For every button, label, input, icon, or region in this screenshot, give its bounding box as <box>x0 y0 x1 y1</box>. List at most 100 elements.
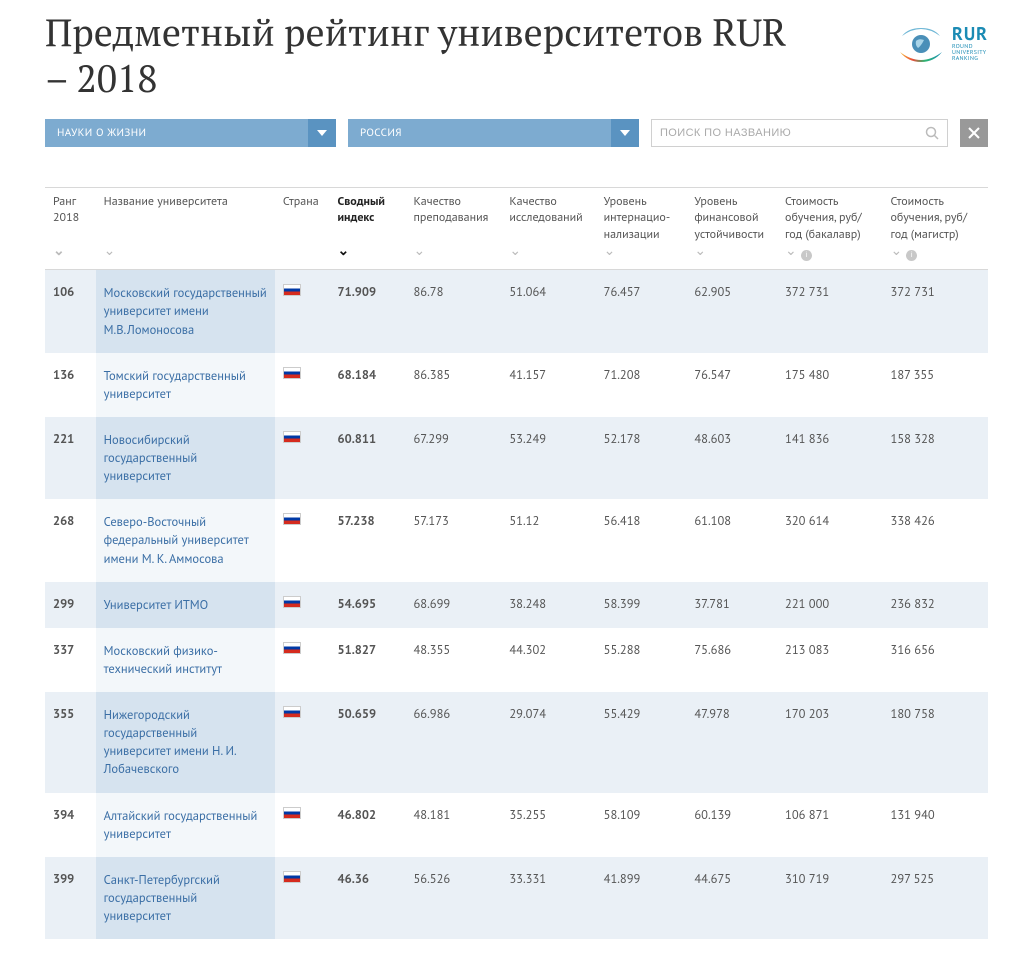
cell-teach: 56.526 <box>405 857 501 939</box>
university-link[interactable]: Московский государственный университет и… <box>104 285 267 337</box>
cell-research: 53.249 <box>501 417 595 499</box>
cell-intl: 58.109 <box>596 793 687 857</box>
country-dropdown[interactable]: РОССИЯ <box>348 119 639 147</box>
cell-price_m: 316 656 <box>883 628 989 692</box>
cell-price_b: 175 480 <box>777 353 882 417</box>
cell-name: Московский государственный университет и… <box>96 270 275 353</box>
university-link[interactable]: Северо-Восточный федеральный университет… <box>104 514 249 566</box>
sort-cell-name[interactable] <box>96 247 275 270</box>
cell-research: 51.064 <box>501 270 595 353</box>
university-link[interactable]: Университет ИТМО <box>104 597 209 613</box>
chevron-down-icon <box>308 119 336 147</box>
cell-country <box>275 628 330 692</box>
cell-country <box>275 270 330 353</box>
info-icon[interactable]: i <box>906 250 917 261</box>
cell-name: Северо-Восточный федеральный университет… <box>96 499 275 581</box>
search-input[interactable] <box>660 127 925 139</box>
cell-intl: 52.178 <box>596 417 687 499</box>
cell-rank: 394 <box>45 793 96 857</box>
cell-country <box>275 499 330 581</box>
cell-finance: 37.781 <box>686 582 777 628</box>
table-row: 299Университет ИТМО54.69568.69938.24858.… <box>45 582 988 628</box>
flag-ru-icon <box>283 513 301 525</box>
sort-cell-price_m[interactable]: i <box>883 247 989 270</box>
col-header-finance[interactable]: Уровень финансовой устойчивости <box>686 188 777 247</box>
sort-cell-intl[interactable] <box>596 247 687 270</box>
col-header-price_b[interactable]: Стоимость обучения, руб/год (бакалавр) <box>777 188 882 247</box>
search-icon <box>925 126 939 140</box>
col-header-rank[interactable]: Ранг 2018 <box>45 188 96 247</box>
table-row: 268Северо-Восточный федеральный универси… <box>45 499 988 581</box>
cell-name: Новосибирский государственный университе… <box>96 417 275 499</box>
cell-finance: 76.547 <box>686 353 777 417</box>
sort-cell-finance[interactable] <box>686 247 777 270</box>
cell-price_m: 180 758 <box>883 692 989 793</box>
col-header-price_m[interactable]: Стоимость обучения, руб/год (магистр) <box>883 188 989 247</box>
cell-price_b: 372 731 <box>777 270 882 353</box>
col-header-research[interactable]: Качество исследований <box>501 188 595 247</box>
flag-ru-icon <box>283 367 301 379</box>
table-row: 399Санкт-Петербургский государственный у… <box>45 857 988 939</box>
university-link[interactable]: Московский физико-технический институт <box>104 643 222 677</box>
cell-rank: 106 <box>45 270 96 353</box>
flag-ru-icon <box>283 596 301 608</box>
sort-cell-price_b[interactable]: i <box>777 247 882 270</box>
cell-index: 57.238 <box>330 499 406 581</box>
cell-intl: 58.399 <box>596 582 687 628</box>
cell-teach: 86.385 <box>405 353 501 417</box>
cell-teach: 86.78 <box>405 270 501 353</box>
cell-finance: 44.675 <box>686 857 777 939</box>
cell-intl: 76.457 <box>596 270 687 353</box>
close-button[interactable] <box>960 119 988 147</box>
col-header-index[interactable]: Сводный индекс <box>330 188 406 247</box>
cell-index: 51.827 <box>330 628 406 692</box>
subject-dropdown[interactable]: НАУКИ О ЖИЗНИ <box>45 119 336 147</box>
university-link[interactable]: Новосибирский государственный университе… <box>104 432 198 484</box>
flag-ru-icon <box>283 284 301 296</box>
cell-index: 68.184 <box>330 353 406 417</box>
sort-cell-research[interactable] <box>501 247 595 270</box>
cell-country <box>275 417 330 499</box>
col-header-name[interactable]: Название университета <box>96 188 275 247</box>
university-link[interactable]: Томский государственный университет <box>104 368 246 402</box>
cell-price_b: 221 000 <box>777 582 882 628</box>
search-box[interactable] <box>651 119 948 147</box>
col-header-intl[interactable]: Уровень интернацио-нализации <box>596 188 687 247</box>
chevron-down-icon <box>53 247 65 260</box>
flag-ru-icon <box>283 871 301 883</box>
logo-sub: ROUND UNIVERSITY RANKING <box>952 43 988 61</box>
table-header-row: Ранг 2018Название университетаСтранаСвод… <box>45 188 988 247</box>
flag-ru-icon <box>283 807 301 819</box>
cell-price_b: 320 614 <box>777 499 882 581</box>
cell-research: 33.331 <box>501 857 595 939</box>
sort-cell-teach[interactable] <box>405 247 501 270</box>
cell-finance: 75.686 <box>686 628 777 692</box>
chevron-down-icon <box>509 247 521 260</box>
cell-finance: 61.108 <box>686 499 777 581</box>
chevron-down-icon <box>891 247 903 260</box>
globe-swirl-icon <box>894 16 948 70</box>
cell-index: 54.695 <box>330 582 406 628</box>
cell-index: 60.811 <box>330 417 406 499</box>
cell-price_b: 141 836 <box>777 417 882 499</box>
cell-country <box>275 692 330 793</box>
university-link[interactable]: Алтайский государственный университет <box>104 808 258 842</box>
cell-price_m: 297 525 <box>883 857 989 939</box>
col-header-teach[interactable]: Качество преподавания <box>405 188 501 247</box>
cell-research: 44.302 <box>501 628 595 692</box>
cell-country <box>275 582 330 628</box>
cell-intl: 41.899 <box>596 857 687 939</box>
cell-intl: 56.418 <box>596 499 687 581</box>
cell-price_m: 236 832 <box>883 582 989 628</box>
cell-teach: 57.173 <box>405 499 501 581</box>
sort-cell-rank[interactable] <box>45 247 96 270</box>
info-icon[interactable]: i <box>801 250 812 261</box>
sort-cell-index[interactable] <box>330 247 406 270</box>
university-link[interactable]: Санкт-Петербургский государственный унив… <box>104 872 220 924</box>
cell-intl: 71.208 <box>596 353 687 417</box>
flag-ru-icon <box>283 642 301 654</box>
university-link[interactable]: Нижегородский государственный университе… <box>104 707 236 777</box>
page-title: Предметный рейтинг университетов RUR – 2… <box>45 10 805 101</box>
cell-rank: 399 <box>45 857 96 939</box>
table-row: 221Новосибирский государственный универс… <box>45 417 988 499</box>
